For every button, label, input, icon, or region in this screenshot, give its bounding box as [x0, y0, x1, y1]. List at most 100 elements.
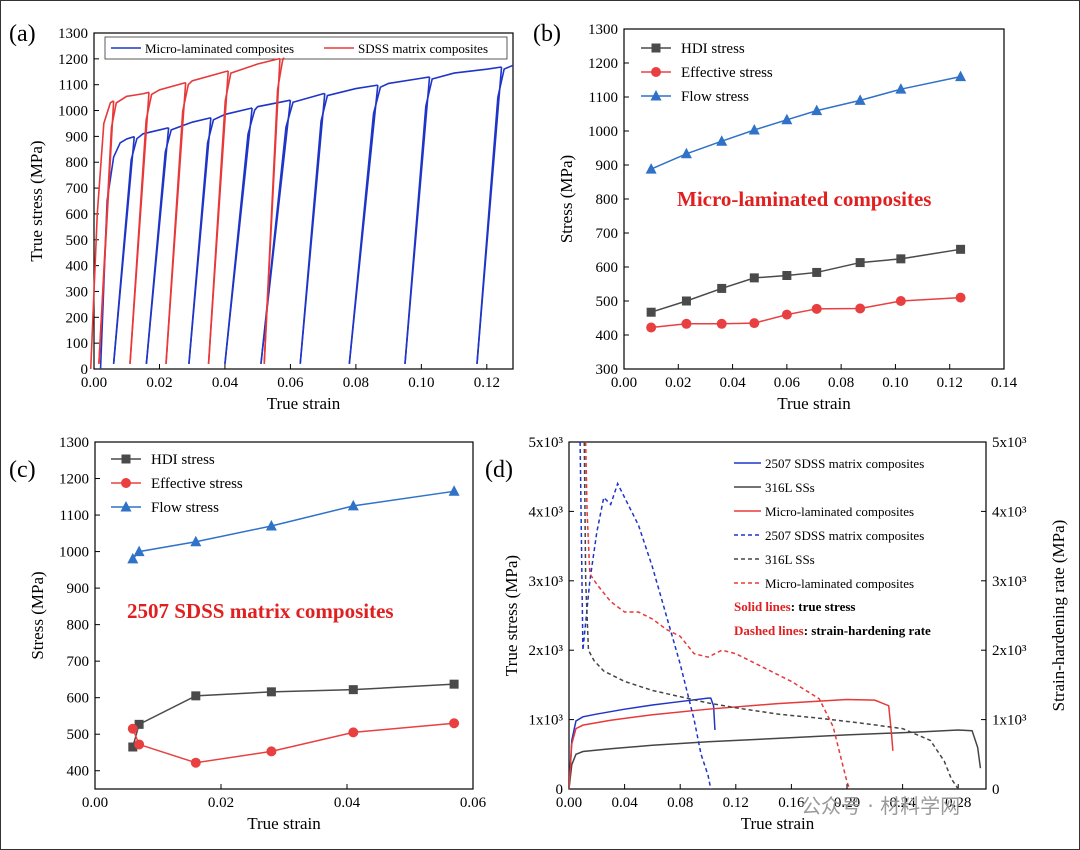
x-axis-label: True strain — [741, 814, 815, 833]
plot-frame — [93, 32, 514, 370]
series-line — [132, 683, 455, 748]
note-solid-text: : true stress — [791, 599, 856, 614]
data-point — [811, 104, 823, 116]
legend-marker — [121, 478, 131, 488]
data-point — [781, 113, 793, 125]
legend-label: Effective stress — [151, 476, 243, 492]
data-point — [854, 94, 866, 105]
data-point — [645, 163, 657, 174]
reload-curve — [299, 84, 378, 364]
y-tick-label: 800 — [67, 618, 90, 634]
data-point — [955, 292, 966, 303]
reload-curve — [260, 92, 325, 364]
series-hardening-5 — [584, 442, 851, 789]
y-tick-label: 700 — [596, 226, 619, 242]
x-tick-label: 0.20 — [834, 795, 860, 811]
reload-curve — [145, 116, 212, 364]
reload-curve — [207, 57, 281, 364]
x-tick-label: 0.00 — [611, 375, 637, 391]
data-point — [127, 552, 139, 564]
series-stress-1 — [569, 729, 982, 789]
series-effective-stress — [646, 292, 966, 333]
x-tick-label: 0.24 — [889, 795, 916, 811]
x-tick-label: 0.12 — [474, 375, 500, 391]
series-stress-2 — [569, 698, 894, 789]
loading-curve — [89, 100, 115, 370]
y-tick-label: 1200 — [58, 52, 88, 68]
x-tick-label: 0.08 — [343, 375, 369, 391]
y-tick-label: 5x10³ — [529, 435, 564, 451]
legend-label: Micro-laminated composites — [145, 41, 294, 56]
plot-frame — [94, 441, 474, 790]
legend-marker — [121, 454, 131, 464]
reload-curve — [129, 81, 186, 364]
legend-marker — [651, 67, 661, 77]
data-point — [749, 318, 760, 329]
x-tick-label: 0.10 — [408, 375, 434, 391]
y-tick-label: 800 — [66, 155, 89, 171]
legend-label: 2507 SDSS matrix composites — [765, 456, 924, 471]
series-sdss — [89, 57, 285, 370]
data-point — [449, 679, 459, 689]
y-right-tick-label: 4x10³ — [992, 504, 1027, 520]
y-tick-label: 800 — [596, 192, 619, 208]
note-dashed: Dashed lines: strain-hardening rate — [734, 623, 931, 638]
x-tick-label: 0.02 — [665, 375, 691, 391]
x-tick-label: 0.28 — [945, 795, 971, 811]
data-point — [781, 309, 792, 320]
data-point — [855, 303, 866, 314]
reload-curve — [224, 99, 291, 364]
x-tick-label: 0.10 — [882, 375, 908, 391]
x-tick-label: 0.02 — [146, 375, 172, 391]
data-point — [191, 691, 201, 701]
y-tick-label: 600 — [596, 260, 619, 276]
legend-label: 2507 SDSS matrix composites — [765, 528, 924, 543]
panel-label: (c) — [9, 457, 36, 483]
y-tick-label: 100 — [66, 336, 89, 352]
y-right-tick-label: 5x10³ — [992, 435, 1027, 451]
panel-annotation: 2507 SDSS matrix composites — [127, 599, 394, 623]
data-point — [895, 83, 907, 94]
y-tick-label: 400 — [66, 259, 89, 275]
x-tick-label: 0.04 — [611, 795, 638, 811]
y-tick-label: 200 — [66, 310, 89, 326]
series-line — [132, 722, 455, 764]
reload-curve — [188, 107, 253, 364]
reload-curve — [165, 70, 229, 364]
y-tick-label: 500 — [67, 727, 90, 743]
y-tick-label: 1100 — [59, 78, 88, 94]
x-tick-label: 0.08 — [828, 375, 854, 391]
y-tick-label: 0 — [556, 782, 564, 798]
y-tick-label: 1000 — [58, 104, 88, 120]
data-point — [716, 135, 728, 146]
data-point — [680, 147, 692, 159]
data-point — [266, 687, 276, 697]
x-tick-label: 0.04 — [334, 795, 361, 811]
legend-label: Micro-laminated composites — [765, 504, 914, 519]
data-point — [646, 322, 657, 333]
reload-curve — [348, 76, 430, 364]
x-tick-label: 0.04 — [719, 375, 746, 391]
data-point — [717, 283, 727, 293]
legend-marker — [650, 90, 662, 101]
y-tick-label: 1000 — [59, 545, 89, 561]
watermark: 公众号 · 材料学网 — [801, 794, 960, 818]
reload-curve — [98, 91, 150, 364]
series-hardening-3 — [579, 442, 712, 789]
x-tick-label: 0.00 — [81, 375, 107, 391]
series-flow-stress — [127, 485, 460, 564]
y-tick-label: 500 — [66, 233, 89, 249]
x-tick-label: 0.02 — [208, 795, 234, 811]
data-point — [190, 757, 201, 768]
data-point — [449, 718, 460, 729]
legend-label: SDSS matrix composites — [358, 41, 488, 56]
y-right-tick-label: 1x10³ — [992, 713, 1027, 729]
y-right-tick-label: 0 — [992, 782, 1000, 798]
y-tick-label: 600 — [67, 691, 90, 707]
data-point — [448, 485, 460, 496]
series-hdi-stress — [128, 679, 459, 752]
y-tick-label: 400 — [596, 328, 619, 344]
y-tick-label: 600 — [66, 207, 89, 223]
panel-label: (b) — [533, 21, 561, 47]
x-axis-label: True strain — [777, 394, 851, 413]
